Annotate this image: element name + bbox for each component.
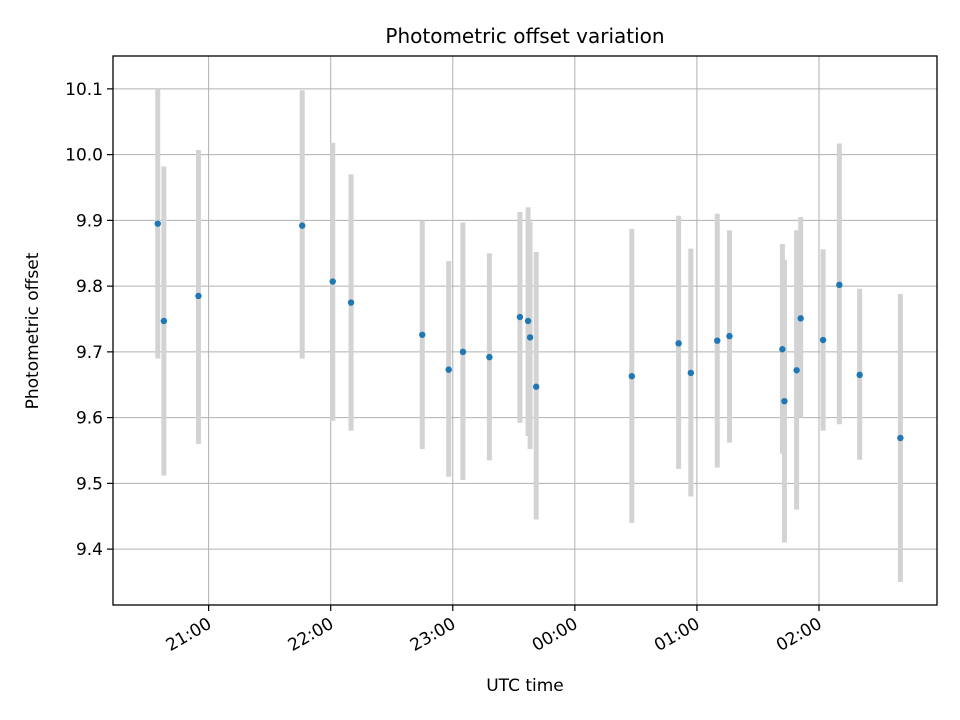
data-point	[160, 317, 168, 325]
y-tick-label: 10.1	[65, 80, 103, 100]
data-point	[419, 331, 426, 338]
data-point	[797, 315, 804, 322]
data-point	[714, 337, 721, 344]
y-tick-label: 9.6	[76, 409, 103, 429]
data-point	[793, 367, 800, 374]
data-point	[836, 281, 843, 289]
data-point	[897, 434, 904, 442]
chart-title: Photometric offset variation	[385, 24, 664, 48]
data-point	[516, 313, 524, 321]
data-point	[779, 346, 786, 353]
data-point	[675, 340, 682, 347]
data-point	[628, 372, 636, 380]
data-point	[687, 369, 695, 377]
data-point	[347, 299, 355, 306]
data-point	[532, 383, 540, 390]
y-tick-label: 9.8	[76, 277, 103, 297]
y-axis: 9.4 9.5 9.6 9.7 9.8 9.9 10.0 10.1	[65, 80, 113, 560]
x-axis-title: UTC time	[486, 676, 564, 696]
grid	[113, 56, 937, 605]
y-tick-label: 9.7	[76, 343, 103, 363]
y-axis-title: Photometric offset	[23, 252, 43, 409]
y-tick-label: 10.0	[65, 146, 103, 166]
data-point	[154, 220, 161, 227]
data-point	[486, 353, 493, 361]
data-point	[726, 332, 733, 340]
data-point	[445, 366, 452, 373]
data-point	[856, 371, 863, 379]
data-points	[154, 220, 904, 442]
data-point	[459, 348, 467, 356]
data-point	[819, 336, 827, 344]
y-tick-label: 9.9	[76, 211, 103, 231]
data-point	[329, 278, 336, 285]
y-tick-label: 9.5	[76, 474, 103, 494]
plot-frame	[112, 55, 938, 606]
data-point	[781, 397, 788, 405]
data-point	[299, 222, 306, 229]
data-point	[524, 317, 532, 325]
data-point	[526, 334, 534, 341]
y-tick-label: 9.4	[76, 540, 103, 560]
data-point	[195, 292, 202, 300]
